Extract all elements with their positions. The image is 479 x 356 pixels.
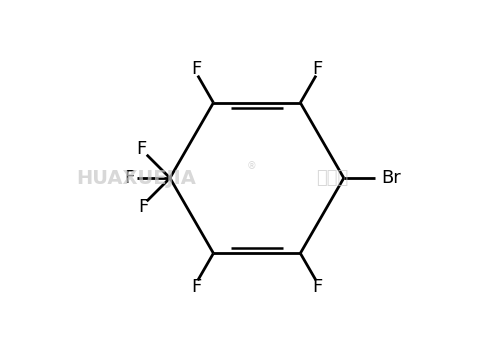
Text: F: F — [313, 61, 323, 78]
Text: HUAXUEJIA: HUAXUEJIA — [76, 168, 196, 188]
Text: F: F — [191, 61, 201, 78]
Text: F: F — [125, 169, 135, 187]
Text: F: F — [138, 199, 148, 216]
Text: F: F — [136, 140, 146, 158]
Text: F: F — [191, 278, 201, 295]
Text: Br: Br — [381, 169, 401, 187]
Text: F: F — [313, 278, 323, 295]
Text: 化学加: 化学加 — [316, 169, 348, 187]
Text: ®: ® — [247, 161, 257, 171]
